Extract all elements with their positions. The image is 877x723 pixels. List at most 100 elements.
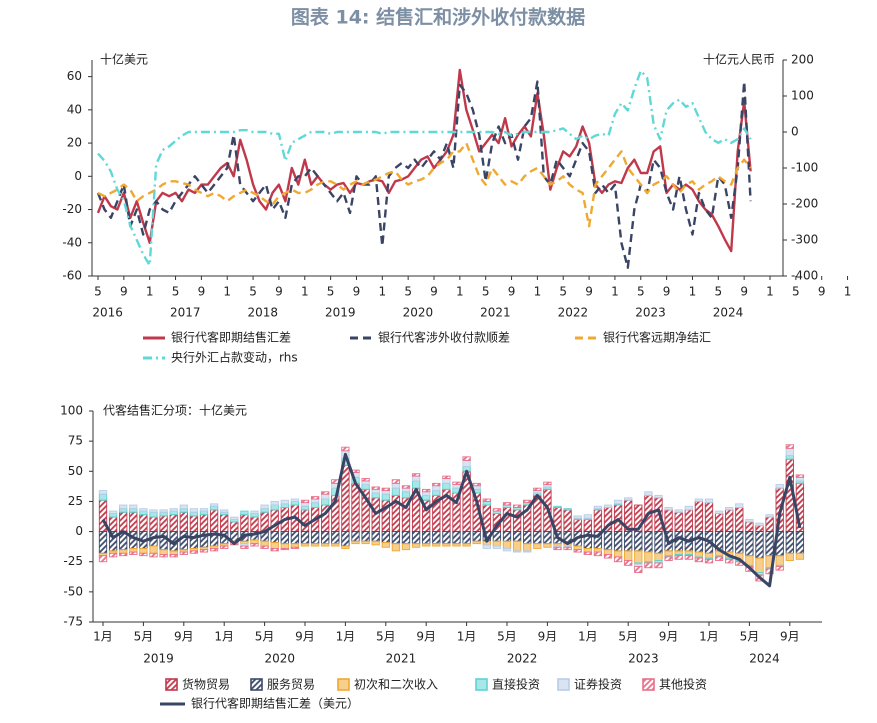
bar-segment [644, 551, 653, 563]
bar-segment [300, 499, 310, 504]
bar-segment [573, 515, 582, 519]
bar-segment [331, 531, 340, 545]
bar-segment [401, 543, 411, 551]
bar-segment [108, 516, 118, 533]
bar-segment [411, 531, 421, 545]
bar-segment [775, 566, 784, 571]
x-tick-label: 5 [249, 285, 257, 299]
legend-label: 服务贸易 [267, 677, 315, 692]
y2-tick-label: 200 [791, 53, 814, 67]
bar-segment [270, 541, 279, 549]
bar-segment [189, 515, 199, 533]
bar-segment [341, 531, 350, 547]
bar-segment [613, 556, 623, 563]
bar-segment [654, 552, 663, 561]
y2-tick-label: -300 [791, 233, 818, 247]
bar-segment [442, 475, 451, 479]
bar-segment [795, 476, 805, 482]
x-tick-label: 1 [844, 285, 852, 299]
x-tick-label: 1月 [214, 630, 234, 644]
x-tick-label: 5 [327, 285, 335, 299]
bar-segment [543, 481, 552, 485]
y-axis-label: 代客结售汇分项：十亿美元 [103, 403, 247, 418]
bar-segment [492, 545, 502, 549]
bar-segment [472, 531, 481, 542]
bar-segment [240, 510, 249, 516]
bar-segment [583, 514, 592, 519]
bar-segment [351, 531, 360, 542]
bar-segment [139, 510, 148, 516]
bar-segment [119, 504, 128, 510]
bar-segment [422, 531, 431, 545]
y-tick-label: 75 [68, 434, 83, 448]
bar-segment [381, 531, 390, 543]
bar-segment [300, 543, 310, 547]
bar-segment [775, 484, 784, 489]
bar-segment [310, 543, 320, 547]
bar-segment [300, 509, 310, 533]
x-tick-label: 9 [740, 285, 748, 299]
bar-segment [149, 545, 158, 554]
y-tick-label: -75 [63, 615, 83, 629]
bar-segment [209, 505, 219, 511]
bar-segment [149, 511, 158, 518]
bar-segment [765, 514, 774, 518]
bar-segment [169, 550, 178, 555]
x-tick-label: 9 [508, 285, 516, 299]
bar-segment [321, 498, 330, 506]
bar-segment [179, 511, 188, 533]
bar-segment [290, 531, 300, 545]
bar-segment [492, 508, 502, 512]
bar-segment [300, 505, 310, 511]
bar-segment [179, 508, 188, 513]
bar-segment [149, 516, 158, 533]
bar-segment [139, 514, 148, 533]
x-tick-label: 1月 [578, 630, 598, 644]
bar-segment [694, 551, 704, 558]
bar-segment [159, 515, 168, 533]
bar-segment [472, 485, 481, 490]
bar-segment [492, 531, 502, 542]
bar-segment [149, 552, 158, 558]
year-label: 2019 [325, 306, 356, 320]
bar-segment [785, 455, 794, 460]
bar-segment [523, 550, 532, 553]
bar-segment [361, 480, 370, 485]
bar-segment [391, 487, 401, 496]
year-label: 2023 [628, 652, 659, 666]
x-tick-label: 1 [223, 285, 231, 299]
bar-segment [512, 531, 522, 542]
bar-segment [189, 511, 199, 517]
bar-segment [280, 499, 289, 505]
bar-segment [341, 464, 350, 533]
y2-tick-label: 0 [791, 125, 799, 139]
bar-segment [563, 508, 572, 511]
bar-segment [189, 508, 199, 513]
x-tick-label: 9月 [659, 630, 679, 644]
bar-segment [280, 548, 289, 551]
x-tick-label: 1月 [336, 630, 356, 644]
bar-segment [179, 551, 188, 555]
bar-segment [654, 562, 663, 569]
bar-segment [755, 531, 764, 559]
bar-segment [381, 487, 390, 492]
bar-segment [765, 568, 774, 575]
x-tick-label: 5 [94, 285, 102, 299]
y-tick-label: -40 [62, 235, 82, 249]
x-tick-label: 1 [689, 285, 697, 299]
y2-tick-label: -100 [791, 161, 818, 175]
bar-segment [785, 531, 794, 554]
year-label: 2021 [386, 652, 417, 666]
bar-segment [765, 531, 774, 557]
bar-segment [462, 531, 471, 545]
bar-segment [795, 474, 805, 478]
legend-label: 其他投资 [659, 677, 707, 692]
y-tick-label: 100 [60, 404, 83, 418]
year-label: 2024 [713, 306, 744, 320]
legend-label: 银行代客涉外收付款顺差 [378, 330, 510, 345]
bar-segment [280, 503, 289, 508]
bar-segment [139, 548, 148, 554]
year-label: 2019 [143, 652, 174, 666]
x-tick-label: 1月 [457, 630, 477, 644]
